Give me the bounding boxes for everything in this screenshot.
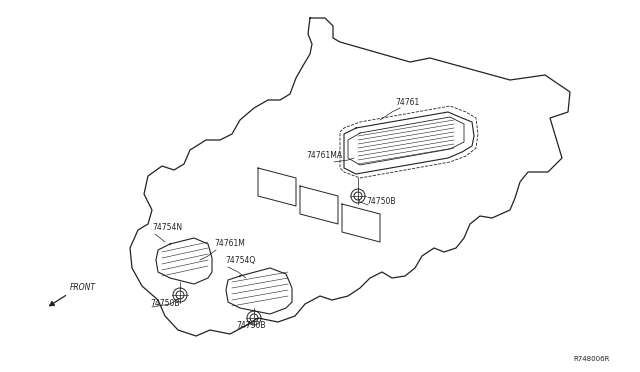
Text: FRONT: FRONT <box>70 283 96 292</box>
Text: 74754N: 74754N <box>152 223 182 232</box>
Text: 74754Q: 74754Q <box>225 256 255 265</box>
Text: 74750B: 74750B <box>366 197 396 206</box>
Text: R748006R: R748006R <box>573 356 610 362</box>
Text: 74761M: 74761M <box>214 239 245 248</box>
Text: 74761: 74761 <box>395 98 419 107</box>
Text: 74750B: 74750B <box>236 321 266 330</box>
Text: 74761MA: 74761MA <box>306 151 342 160</box>
Text: 74750B: 74750B <box>150 299 179 308</box>
